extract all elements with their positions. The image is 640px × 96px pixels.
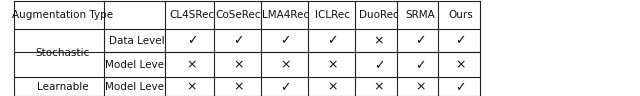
Text: Learnable: Learnable: [37, 82, 88, 92]
Text: ×: ×: [187, 81, 197, 94]
Text: ✓: ✓: [187, 34, 197, 47]
Text: ×: ×: [187, 59, 197, 72]
Text: ×: ×: [456, 59, 466, 72]
Text: ×: ×: [415, 81, 426, 94]
Text: ✓: ✓: [456, 81, 466, 94]
Text: Augmentation Type: Augmentation Type: [12, 10, 113, 20]
Text: Ours: Ours: [449, 10, 473, 20]
Text: ×: ×: [327, 81, 337, 94]
Text: Stochastic: Stochastic: [36, 48, 90, 58]
Text: ×: ×: [374, 81, 384, 94]
Text: ×: ×: [233, 81, 243, 94]
Text: ✓: ✓: [327, 34, 337, 47]
Text: ICLRec: ICLRec: [315, 10, 349, 20]
Text: ✓: ✓: [280, 34, 291, 47]
Text: CL4SRec: CL4SRec: [170, 10, 214, 20]
Text: Data Level: Data Level: [109, 36, 164, 46]
Text: ✓: ✓: [374, 59, 384, 72]
Text: CoSeRec: CoSeRec: [215, 10, 261, 20]
Text: ✓: ✓: [415, 59, 426, 72]
Text: SRMA: SRMA: [406, 10, 435, 20]
Text: ✓: ✓: [280, 81, 291, 94]
Text: ×: ×: [280, 59, 291, 72]
Text: ✓: ✓: [456, 34, 466, 47]
Text: Model Level: Model Level: [106, 82, 167, 92]
Text: ✓: ✓: [233, 34, 243, 47]
Text: ×: ×: [233, 59, 243, 72]
Text: LMA4Rec: LMA4Rec: [262, 10, 309, 20]
Text: ✓: ✓: [415, 34, 426, 47]
Text: DuoRec: DuoRec: [359, 10, 399, 20]
Text: Model Level: Model Level: [106, 60, 167, 70]
Text: ×: ×: [374, 34, 384, 47]
Text: ×: ×: [327, 59, 337, 72]
